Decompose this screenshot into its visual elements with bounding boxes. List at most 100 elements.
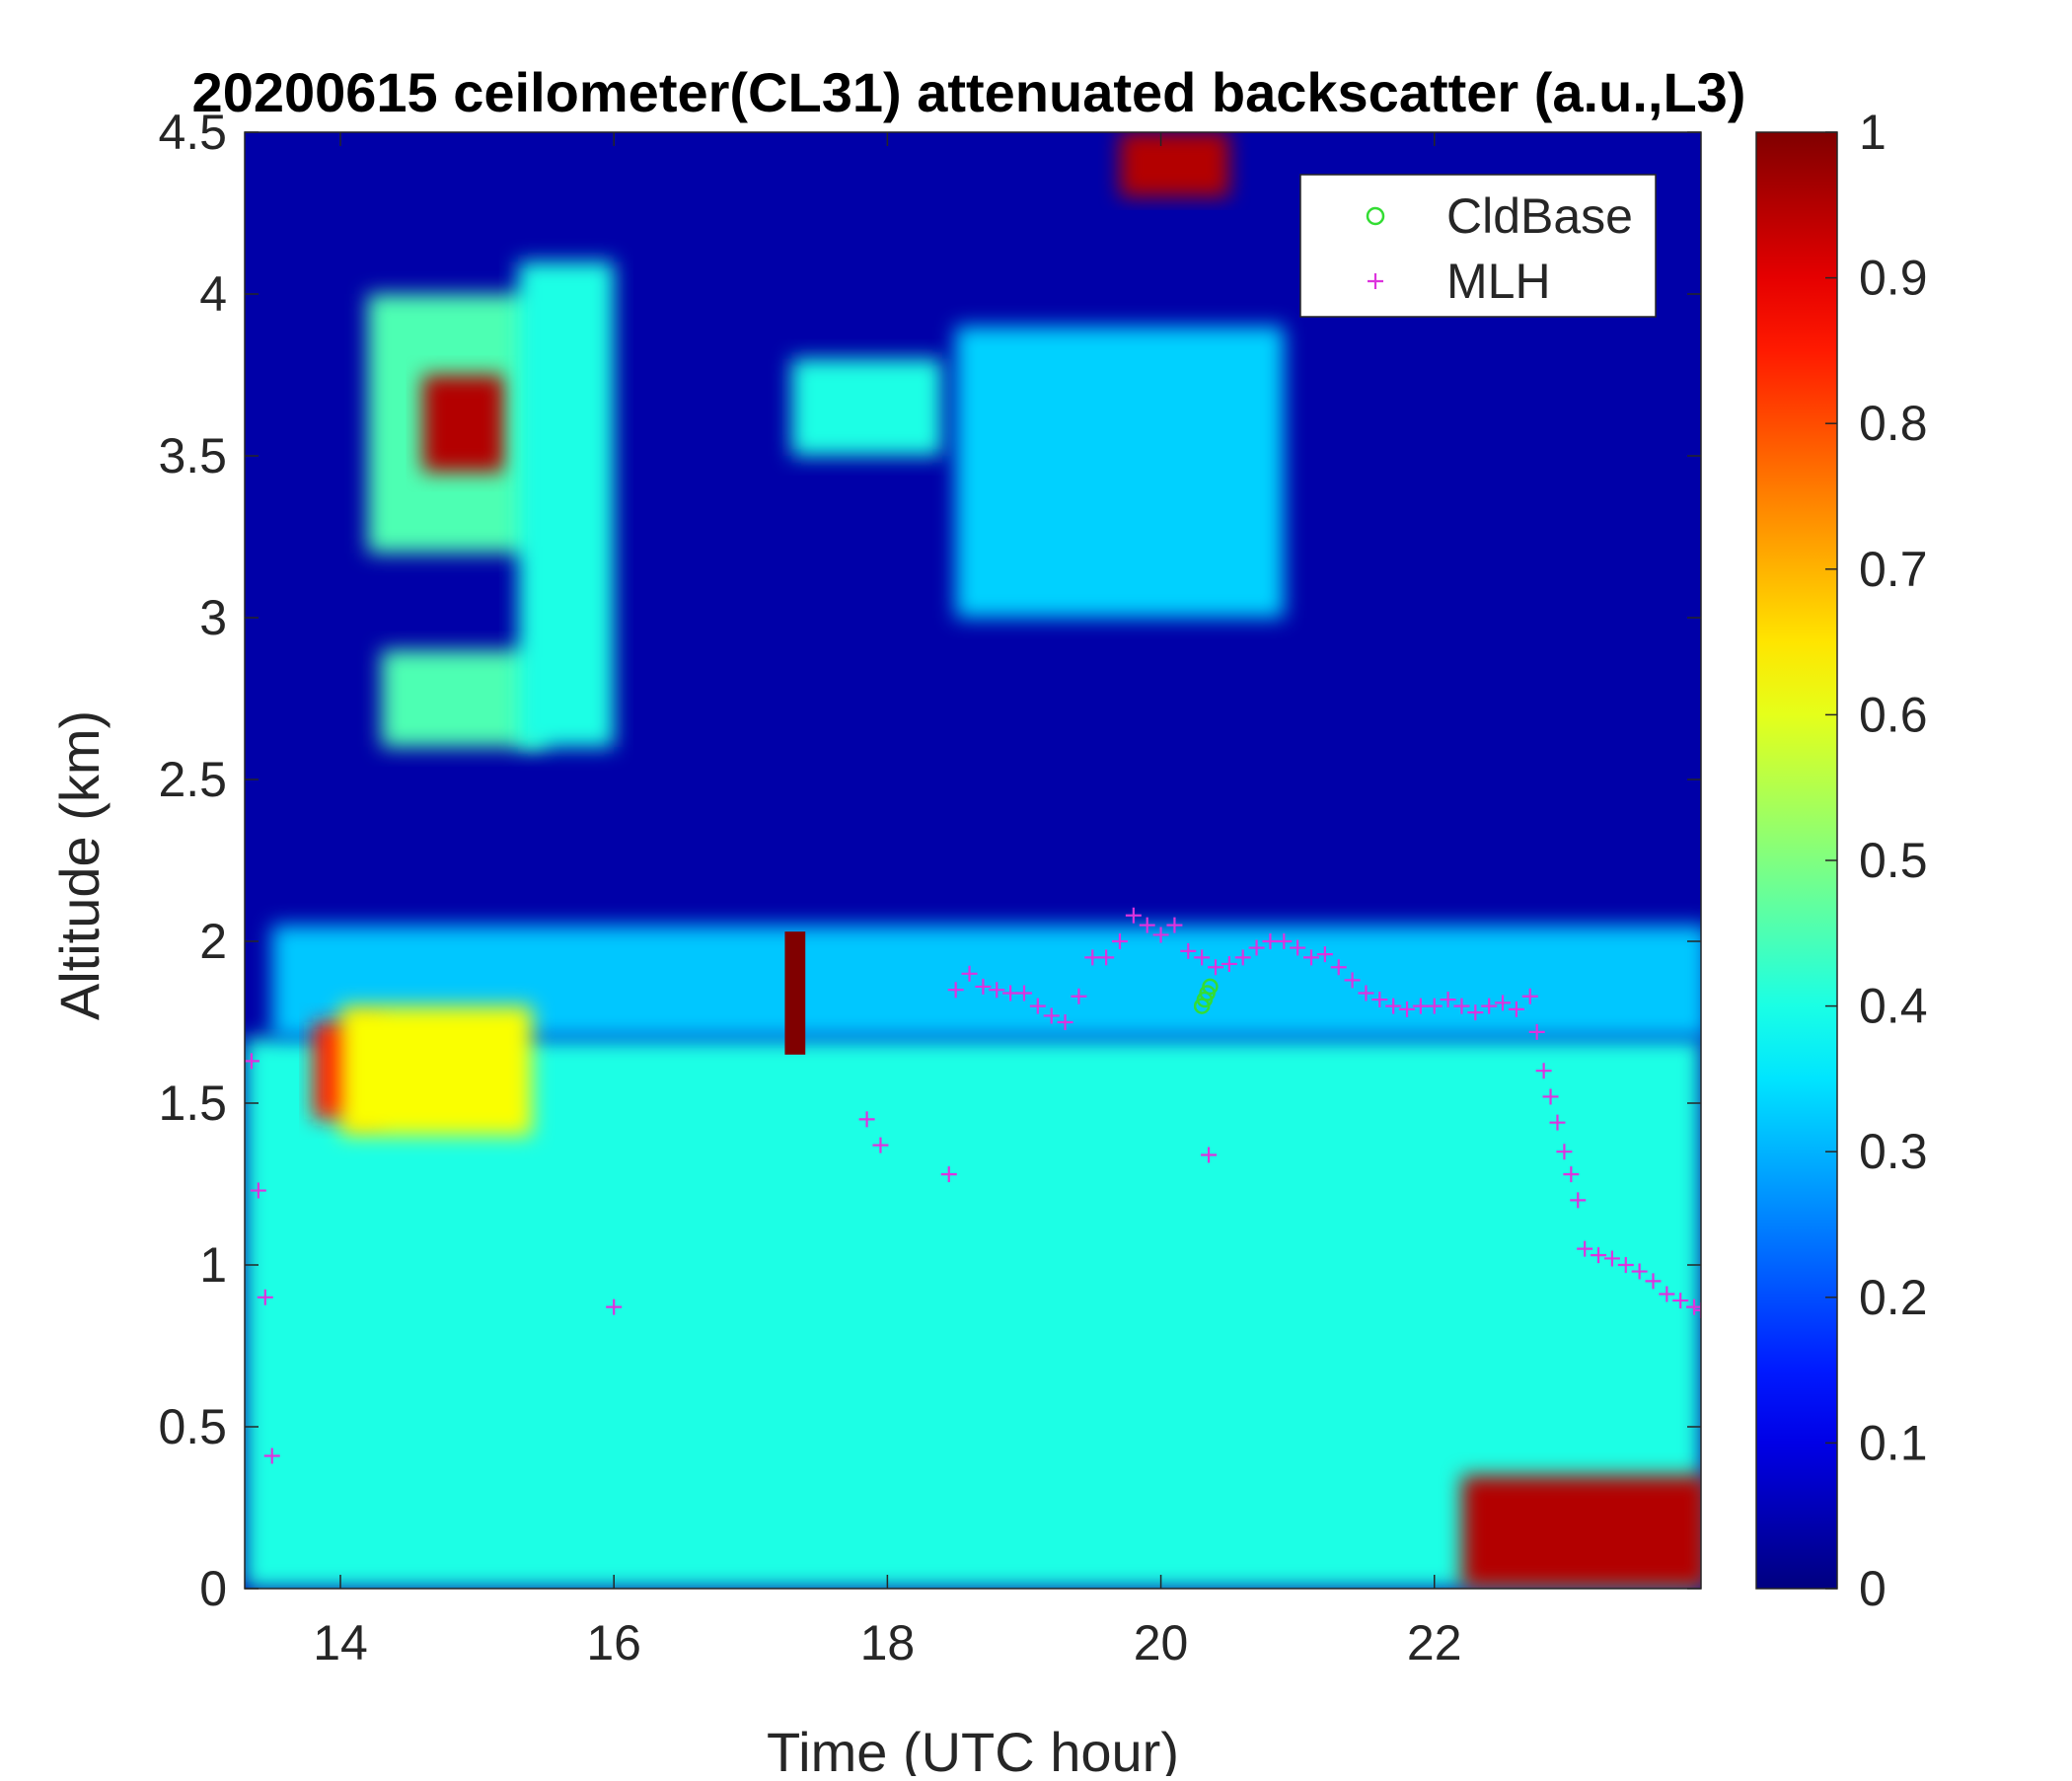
- x-tick-label: 16: [586, 1615, 641, 1670]
- y-tick-label: 4.5: [158, 105, 227, 160]
- mlh-point: [1617, 1257, 1634, 1273]
- mlh-point: [858, 1111, 875, 1128]
- mlh-point: [1686, 1299, 1701, 1315]
- mlh-point: [1166, 917, 1183, 933]
- mlh-point: [1139, 917, 1155, 933]
- mlh-point: [1385, 998, 1402, 1014]
- colorbar-tick-label: 0.5: [1859, 833, 1928, 888]
- y-tick-label: 3.5: [158, 428, 227, 483]
- mlh-point: [606, 1299, 623, 1315]
- mlh-point: [1591, 1247, 1607, 1264]
- series-mlh: [245, 907, 1701, 1464]
- mlh-point: [1645, 1273, 1662, 1290]
- x-tick-label: 14: [313, 1615, 368, 1670]
- colorbar-tick-label: 0.3: [1859, 1124, 1928, 1179]
- mlh-point: [1015, 985, 1032, 1002]
- mlh-point: [940, 1166, 957, 1183]
- mlh-point: [872, 1137, 889, 1153]
- cldbase-point: [1202, 978, 1219, 996]
- mlh-point: [1029, 998, 1046, 1014]
- mlh-point: [257, 1289, 273, 1305]
- axes: 14 16 18 20 22 0 0.5 1 1.5 2 2.5 3 3.5 4 4.5: [158, 105, 1702, 1670]
- mlh-point: [1440, 992, 1456, 1008]
- mlh-point: [1570, 1192, 1587, 1209]
- mlh-point: [1672, 1293, 1689, 1309]
- mlh-point: [1344, 972, 1361, 989]
- colorbar-tick-label: 0.1: [1859, 1415, 1928, 1470]
- mlh-point: [975, 978, 992, 995]
- mlh-point: [1221, 955, 1237, 972]
- mlh-point: [1603, 1250, 1620, 1267]
- colorbar: 0 0.1 0.2 0.3 0.4 0.5 0.6 0.7 0.8 0.9 1: [1755, 105, 1928, 1616]
- mlh-point: [1194, 949, 1211, 966]
- x-tick-label: 22: [1407, 1615, 1462, 1670]
- x-tick-label: 18: [860, 1615, 916, 1670]
- mlh-point: [263, 1447, 280, 1464]
- mlh-point: [1371, 992, 1388, 1008]
- colorbar-tick-label: 0.8: [1859, 396, 1928, 451]
- y-tick-label: 1: [199, 1237, 227, 1293]
- mlh-point: [1262, 933, 1279, 949]
- mlh-point: [1577, 1240, 1593, 1257]
- mlh-point: [1234, 949, 1251, 966]
- mlh-point: [1201, 1147, 1218, 1163]
- y-tick-label: 0: [199, 1561, 227, 1616]
- colorbar-tick-label: 0.6: [1859, 687, 1928, 742]
- mlh-point: [1521, 988, 1538, 1004]
- colorbar-tick-label: 1: [1859, 105, 1887, 160]
- y-axis-label: Altitude (km): [48, 710, 111, 1020]
- heatmap-region-elevated-layer: [791, 358, 942, 456]
- mlh-point: [1467, 1004, 1484, 1021]
- colorbar-tick-label: 0.4: [1859, 979, 1928, 1034]
- y-tick-label: 1.5: [158, 1076, 227, 1131]
- mlh-point: [989, 982, 1005, 999]
- mlh-point: [1508, 1001, 1524, 1017]
- colorbar-tick-label: 0.9: [1859, 251, 1928, 306]
- colorbar-gradient: [1755, 131, 1838, 1590]
- y-tick-label: 2: [199, 914, 227, 969]
- series-cldbase: [1193, 978, 1219, 1014]
- mlh-point: [1208, 959, 1223, 976]
- mlh-point: [1556, 1144, 1573, 1160]
- mlh-point: [961, 965, 978, 982]
- x-axis-label: Time (UTC hour): [767, 1721, 1179, 1776]
- mlh-point: [1693, 1301, 1701, 1318]
- mlh-point: [1152, 927, 1169, 943]
- mlh-point: [245, 1053, 259, 1070]
- mlh-point: [947, 982, 964, 999]
- mlh-point: [1111, 933, 1128, 949]
- mlh-point: [1358, 985, 1374, 1002]
- mlh-point: [1248, 939, 1265, 956]
- mlh-point: [1549, 1114, 1566, 1131]
- mlh-point: [1180, 942, 1197, 959]
- legend-box: [1299, 174, 1657, 318]
- mlh-point: [1495, 995, 1512, 1011]
- mlh-point: [1535, 1063, 1552, 1079]
- mlh-point: [1631, 1263, 1648, 1280]
- mlh-point: [1481, 998, 1498, 1014]
- heatmap-region-aerosol-layer: [340, 1005, 533, 1136]
- y-tick-label: 3: [199, 590, 227, 645]
- mlh-point: [1316, 946, 1333, 963]
- heatmap-region-elevated-layer: [422, 375, 505, 473]
- legend-marker-cldbase: [1366, 206, 1385, 226]
- mlh-point: [1399, 1001, 1416, 1017]
- mlh-point: [1084, 949, 1101, 966]
- heatmap-region-cloud: [784, 931, 806, 1055]
- x-tick-label: 20: [1134, 1615, 1189, 1670]
- colorbar-tick-label: 0: [1859, 1561, 1887, 1616]
- mlh-point: [1071, 988, 1087, 1004]
- mlh-point: [1659, 1286, 1675, 1302]
- series-layer: [245, 907, 1701, 1464]
- y-tick-label: 2.5: [158, 752, 227, 807]
- mlh-point: [1098, 949, 1115, 966]
- mlh-point: [1290, 939, 1306, 956]
- axes-box: [244, 131, 1702, 1590]
- heatmap-region-elevated-layer: [955, 326, 1285, 618]
- heatmap-region-near-surface-maximum: [1461, 1475, 1701, 1589]
- mlh-point: [1303, 949, 1320, 966]
- mlh-point: [250, 1182, 266, 1199]
- mlh-point: [1330, 959, 1347, 976]
